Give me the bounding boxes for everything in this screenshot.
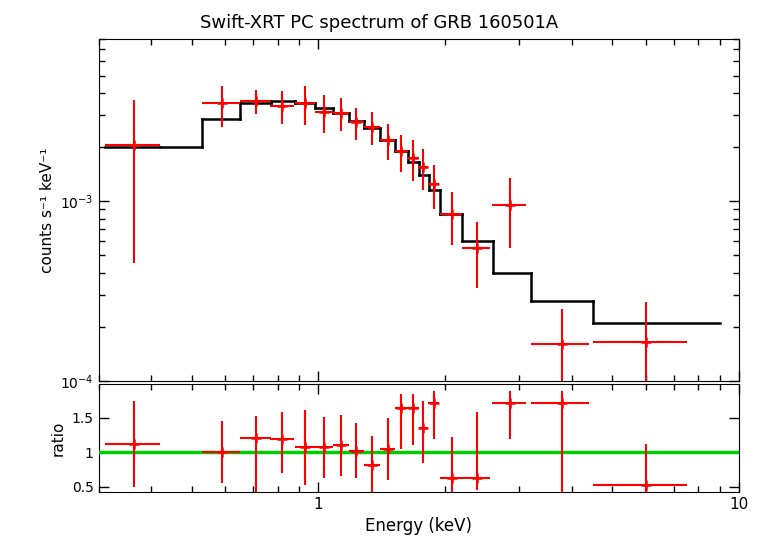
Y-axis label: ratio: ratio xyxy=(51,420,66,455)
Y-axis label: counts s⁻¹ keV⁻¹: counts s⁻¹ keV⁻¹ xyxy=(39,147,55,272)
X-axis label: Energy (keV): Energy (keV) xyxy=(365,518,472,535)
Text: Swift-XRT PC spectrum of GRB 160501A: Swift-XRT PC spectrum of GRB 160501A xyxy=(200,14,558,32)
